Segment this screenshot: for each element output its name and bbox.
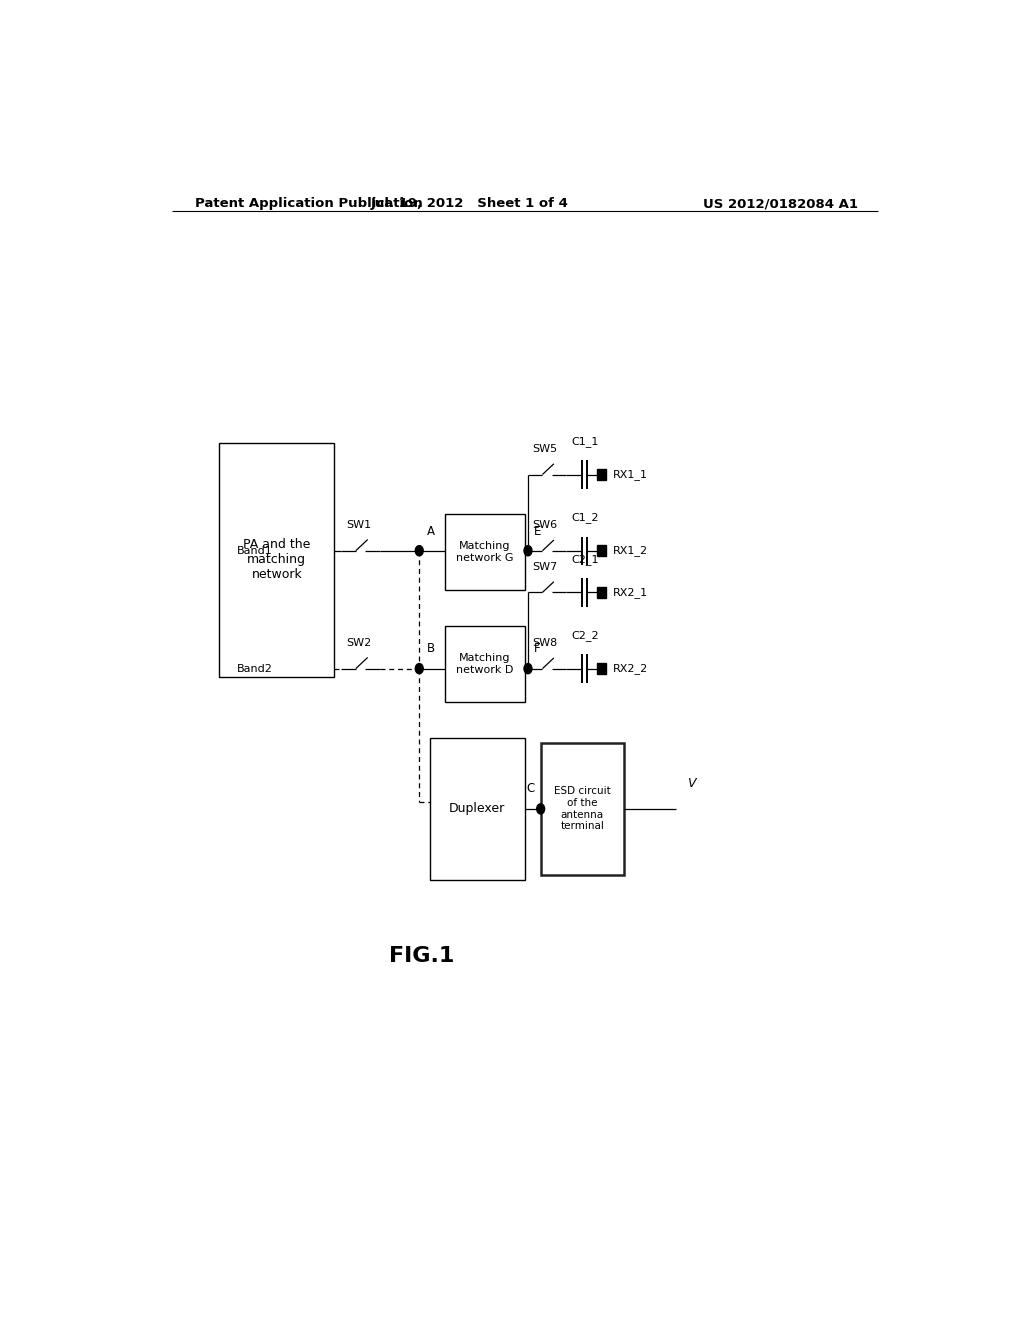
Text: US 2012/0182084 A1: US 2012/0182084 A1 xyxy=(703,197,858,210)
Text: C1_1: C1_1 xyxy=(571,436,598,447)
Text: Patent Application Publication: Patent Application Publication xyxy=(196,197,423,210)
Bar xyxy=(445,515,525,590)
Bar xyxy=(597,469,606,480)
Text: SW6: SW6 xyxy=(532,520,558,531)
Circle shape xyxy=(524,545,531,556)
Text: C2_1: C2_1 xyxy=(571,554,598,565)
Text: Duplexer: Duplexer xyxy=(450,803,505,816)
Text: FIG.1: FIG.1 xyxy=(389,946,455,966)
Text: E: E xyxy=(535,524,542,537)
Text: SW2: SW2 xyxy=(346,639,371,648)
Text: PA and the
matching
network: PA and the matching network xyxy=(243,539,310,581)
Circle shape xyxy=(537,804,545,814)
Text: RX2_1: RX2_1 xyxy=(612,587,647,598)
Text: V: V xyxy=(687,777,695,789)
Bar xyxy=(597,545,606,556)
Text: RX1_1: RX1_1 xyxy=(612,469,647,480)
Bar xyxy=(597,587,606,598)
Text: Matching
network G: Matching network G xyxy=(457,541,514,564)
Text: C1_2: C1_2 xyxy=(571,512,598,523)
Circle shape xyxy=(524,664,531,673)
Text: F: F xyxy=(535,643,541,656)
Text: Band1: Band1 xyxy=(237,545,272,556)
Text: Matching
network D: Matching network D xyxy=(457,653,514,675)
Text: A: A xyxy=(427,524,435,537)
Text: Jul. 19, 2012   Sheet 1 of 4: Jul. 19, 2012 Sheet 1 of 4 xyxy=(371,197,568,210)
Text: ESD circuit
of the
antenna
terminal: ESD circuit of the antenna terminal xyxy=(554,787,610,832)
Text: SW7: SW7 xyxy=(532,562,558,572)
Text: SW8: SW8 xyxy=(532,639,558,648)
Text: C: C xyxy=(526,781,535,795)
Text: C2_2: C2_2 xyxy=(571,630,599,642)
Bar xyxy=(430,738,525,880)
Circle shape xyxy=(416,664,423,673)
Bar xyxy=(597,663,606,675)
Text: SW1: SW1 xyxy=(346,520,371,531)
Bar xyxy=(445,626,525,702)
Text: SW5: SW5 xyxy=(532,444,558,454)
Text: Band2: Band2 xyxy=(237,664,272,673)
Bar xyxy=(541,743,624,875)
Bar xyxy=(219,444,334,677)
Text: RX1_2: RX1_2 xyxy=(612,545,647,556)
Circle shape xyxy=(416,545,423,556)
Text: B: B xyxy=(427,643,435,656)
Text: RX2_2: RX2_2 xyxy=(612,663,648,675)
